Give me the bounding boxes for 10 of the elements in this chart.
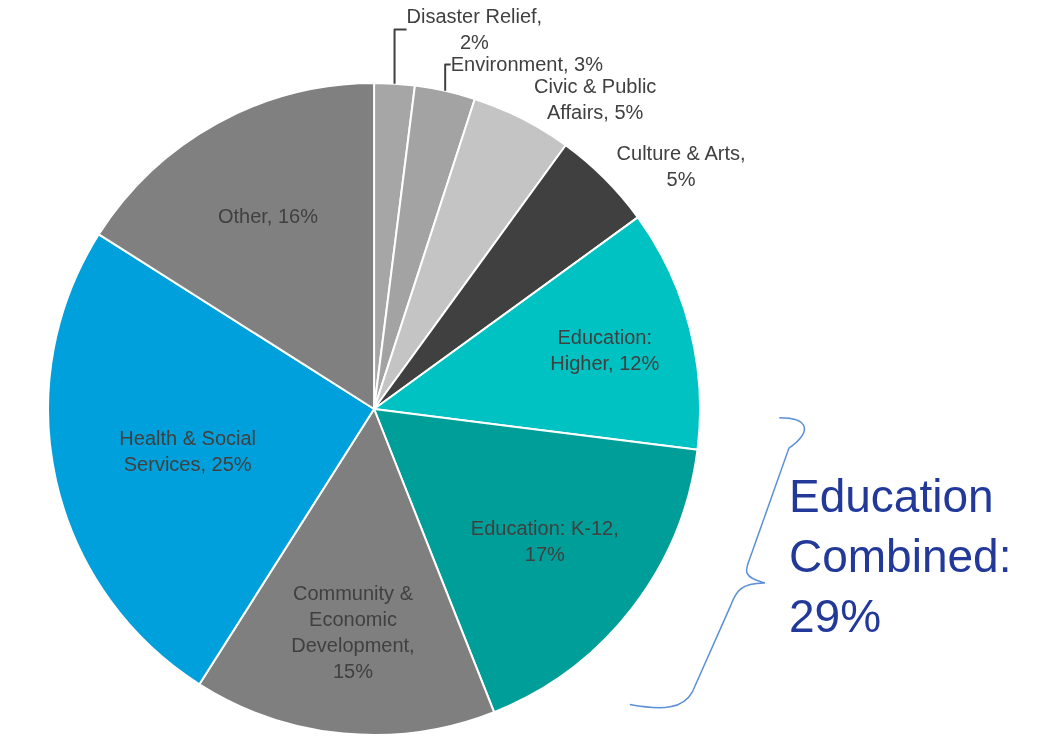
slice-label: Culture & Arts, 5% [616, 142, 746, 191]
slice-label: Disaster Relief, 2% [406, 5, 543, 54]
slice-label: Community & Economic Development, 15% [291, 582, 415, 683]
text: Education Combined: 29% [789, 470, 1012, 642]
slice-label: Other, 16% [217, 205, 319, 228]
slice-label: Health & Social Services, 25% [119, 426, 257, 475]
slice-label: Education: Higher, 12% [550, 325, 660, 374]
slice-label: Education: K-12, 17% [470, 517, 619, 566]
slice-label: Environment, 3% [450, 53, 604, 76]
slice-label: Civic & Public Affairs, 5% [534, 75, 657, 124]
